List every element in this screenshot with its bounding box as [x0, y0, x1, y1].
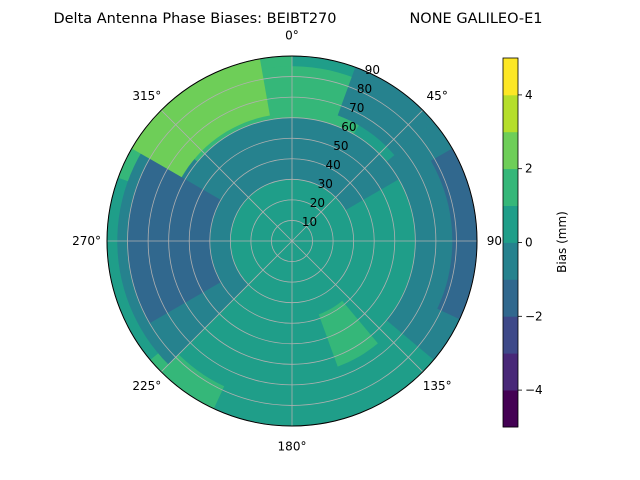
colorbar-segment — [503, 205, 518, 243]
colorbar-segment — [503, 242, 518, 280]
theta-tick-label: 315° — [132, 89, 161, 103]
field-region-7 — [318, 300, 378, 367]
colorbar-tick-label: 2 — [525, 162, 533, 176]
colorbar-label: Bias (mm) — [555, 211, 569, 273]
field-region-0 — [131, 58, 270, 178]
theta-tick-label: 45° — [427, 89, 448, 103]
theta-tick-label: 225° — [132, 379, 161, 393]
grid-spoke-315 — [160, 109, 293, 242]
colorbar-segment — [503, 279, 518, 317]
colorbar-tick-label: −4 — [525, 383, 543, 397]
theta-tick-label: 270° — [72, 234, 101, 248]
colorbar-segment — [503, 168, 518, 206]
colorbar-segment — [503, 316, 518, 354]
colorbar-segment — [503, 353, 518, 391]
colorbar-tick-label: 4 — [525, 88, 533, 102]
radial-tick-label: 60 — [341, 120, 356, 134]
polar-grid — [106, 55, 478, 427]
chart-subtitle: NONE GALILEO-E1 — [409, 11, 542, 27]
radial-tick-label: 70 — [349, 101, 364, 115]
radial-tick-label: 40 — [326, 158, 341, 172]
theta-tick-label: 135° — [423, 379, 452, 393]
colorbar-segment — [503, 390, 518, 428]
colorbar-segment — [503, 58, 518, 96]
polar-outline — [106, 55, 478, 427]
radial-tick-label: 80 — [357, 82, 372, 96]
radial-tick-label: 90 — [365, 63, 380, 77]
radial-tick-labels: 10 20 30 40 50 60 70 80 90 — [302, 63, 380, 229]
radial-tick-label: 50 — [333, 139, 348, 153]
colorbar-tick-label: 0 — [525, 236, 533, 250]
radial-tick-label: 20 — [310, 196, 325, 210]
theta-tick-label: 0° — [285, 29, 299, 43]
grid-spoke-45 — [291, 109, 424, 242]
field-region-3 — [337, 67, 434, 156]
grid-spoke-225 — [160, 240, 293, 373]
theta-tick-labels: 0°45°90°135°180°225°270°315° — [72, 29, 508, 454]
theta-tick-label: 180° — [278, 439, 307, 453]
colorbar: −4 −2 0 2 4 — [502, 57, 543, 428]
grid-spoke-135 — [291, 240, 424, 373]
colorbar-segment — [503, 131, 518, 170]
colorbar-segment — [503, 94, 518, 133]
colorbar-tick-label: −2 — [525, 309, 543, 323]
field-region-5 — [430, 148, 477, 320]
chart-title: Delta Antenna Phase Biases: BEIBT270 — [53, 11, 336, 27]
radial-tick-label: 30 — [318, 177, 333, 191]
radial-tick-label: 10 — [302, 215, 317, 229]
